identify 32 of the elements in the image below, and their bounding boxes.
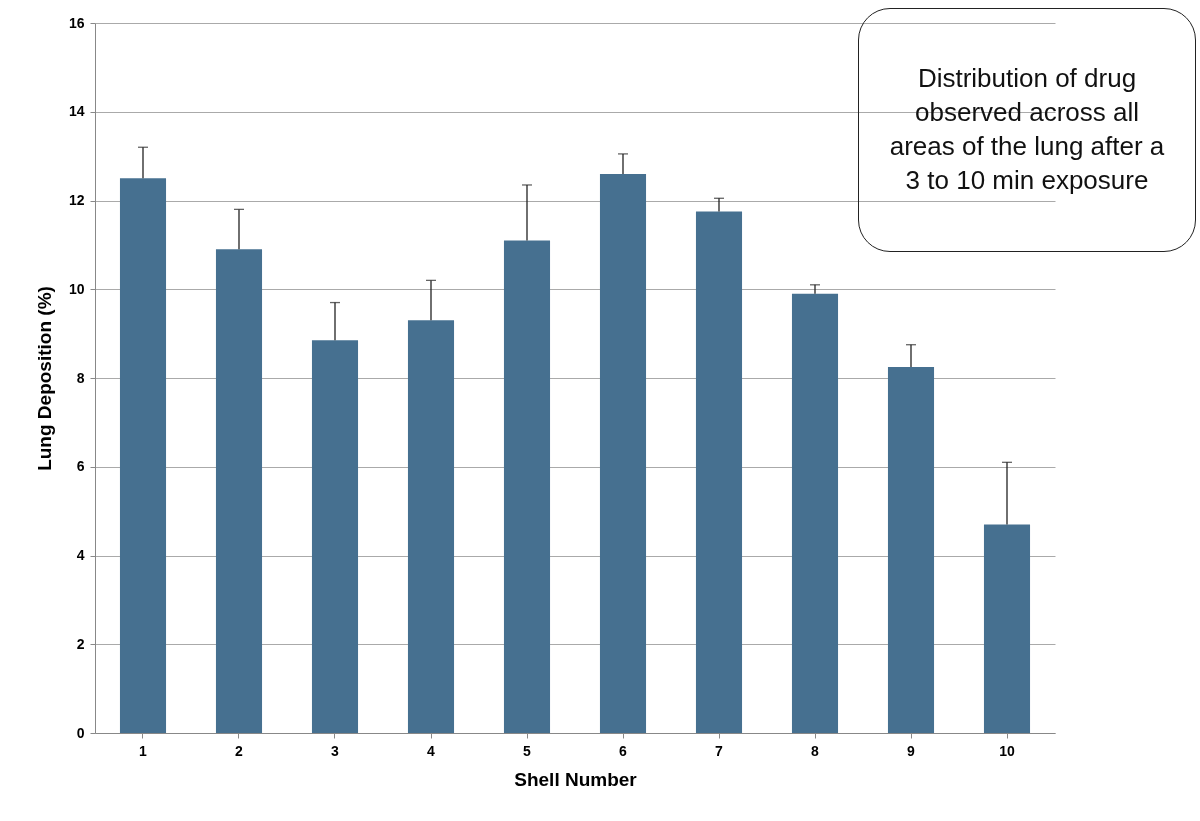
x-tick-label: 6 (619, 742, 628, 759)
y-tick-label: 0 (76, 724, 85, 741)
x-tick-label: 4 (427, 742, 436, 759)
x-tick-label: 3 (331, 742, 340, 759)
x-tick-label: 5 (523, 742, 532, 759)
y-axis-title: Lung Deposition (%) (33, 286, 55, 471)
x-tick-label: 2 (235, 742, 244, 759)
x-tick-label: 10 (999, 742, 1015, 759)
bar (791, 293, 839, 733)
y-tick-label: 10 (68, 280, 85, 297)
y-tick-label: 12 (68, 192, 85, 208)
bar (695, 211, 743, 733)
x-axis-title: Shell Number (514, 768, 638, 790)
y-tick-label: 8 (76, 369, 85, 386)
bar (311, 340, 359, 733)
y-tick-label: 16 (68, 14, 85, 31)
bar (887, 366, 935, 733)
bar (599, 173, 647, 733)
y-tick-label: 14 (68, 103, 85, 120)
y-tick-label: 4 (76, 547, 85, 563)
x-tick-label: 9 (907, 742, 916, 759)
bar (215, 249, 263, 733)
x-tick-label: 8 (811, 742, 820, 759)
y-tick-label: 6 (76, 458, 85, 475)
bar (407, 320, 455, 733)
x-tick-label: 7 (715, 742, 724, 759)
x-tick-label: 1 (139, 742, 148, 759)
bar (503, 240, 551, 733)
bar (983, 524, 1031, 733)
bar (119, 178, 167, 733)
y-tick-label: 2 (76, 635, 85, 652)
callout-box: Distribution of drug observed across all areas of the lung after a 3 to 10 min exposure (858, 8, 1196, 252)
